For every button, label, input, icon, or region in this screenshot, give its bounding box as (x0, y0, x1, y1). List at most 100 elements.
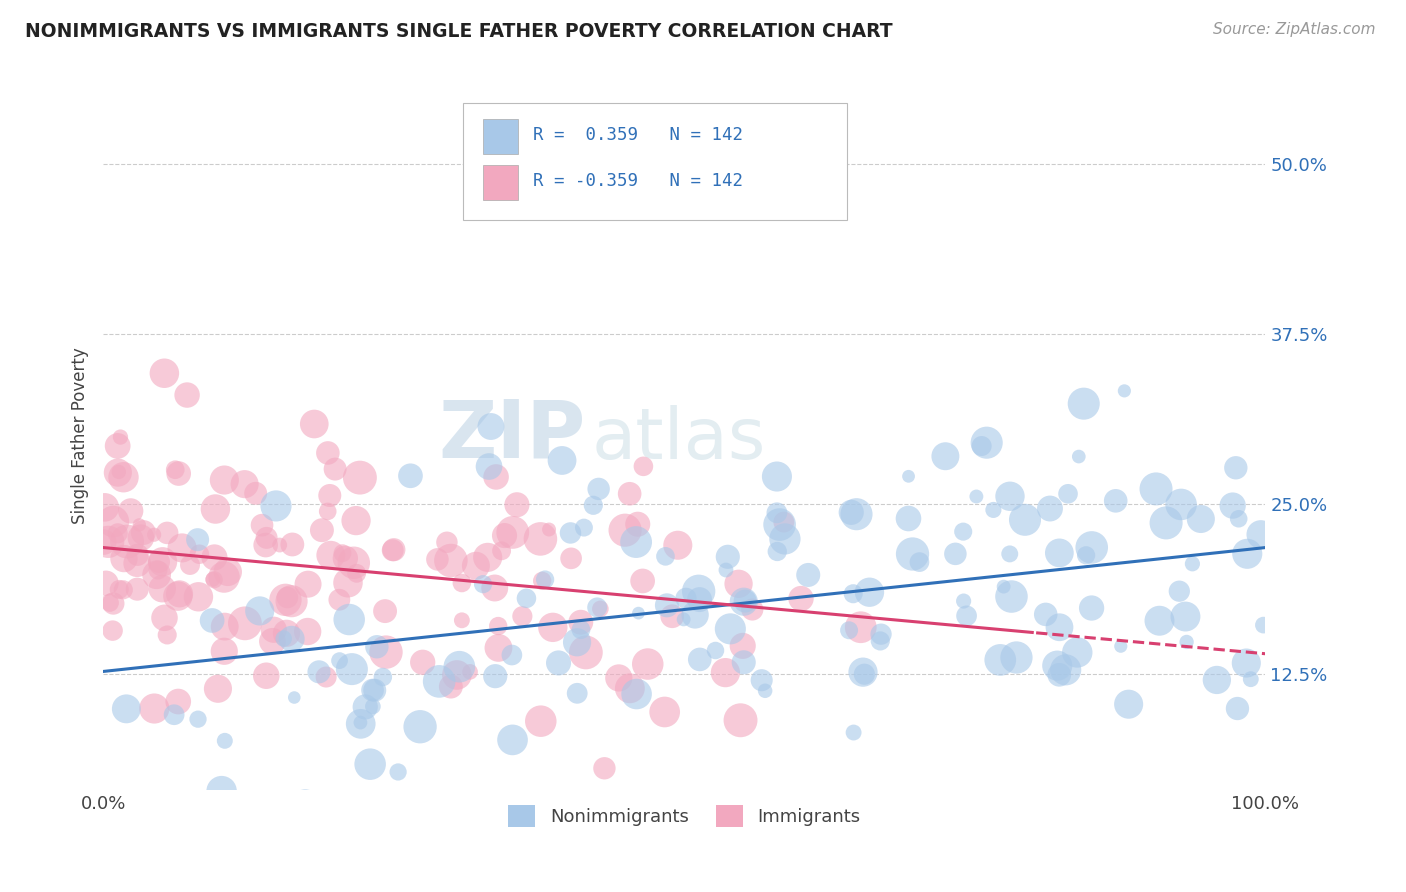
Point (233, 477, 256, 491)
Point (731, 639, 754, 653)
Point (214, 619, 236, 633)
Point (1067, 450, 1090, 464)
Point (849, 620, 872, 634)
Text: NONIMMIGRANTS VS IMMIGRANTS SINGLE FATHER POVERTY CORRELATION CHART: NONIMMIGRANTS VS IMMIGRANTS SINGLE FATHE… (25, 22, 893, 41)
Point (773, 532, 796, 546)
Point (273, 632, 295, 646)
Point (112, 470, 135, 484)
Point (201, 573, 224, 587)
Point (727, 576, 749, 591)
Point (1118, 697, 1140, 711)
Point (751, 673, 773, 688)
Point (1189, 512, 1212, 526)
Point (366, 640, 388, 654)
Point (202, 573, 225, 587)
Point (349, 470, 371, 484)
Point (165, 463, 187, 477)
Point (1253, 618, 1275, 632)
Point (560, 525, 582, 540)
Point (214, 473, 236, 487)
Point (934, 449, 956, 463)
Point (337, 575, 360, 590)
Text: ZIP: ZIP (439, 397, 585, 475)
Point (797, 568, 820, 582)
Point (531, 574, 554, 588)
Point (624, 535, 647, 549)
Point (280, 632, 302, 646)
Point (993, 580, 1015, 594)
Legend: Nonimmigrants, Immigrants: Nonimmigrants, Immigrants (501, 797, 868, 834)
Point (965, 490, 987, 504)
Point (371, 670, 394, 684)
Point (654, 705, 676, 719)
Point (637, 657, 659, 671)
Point (319, 548, 342, 562)
Point (619, 487, 641, 501)
Point (530, 714, 553, 728)
Point (1054, 663, 1077, 677)
Point (204, 502, 226, 516)
Point (945, 547, 967, 561)
Point (494, 528, 516, 542)
Point (254, 669, 277, 683)
Point (858, 585, 880, 599)
Point (337, 613, 360, 627)
Point (316, 446, 339, 460)
Point (264, 499, 287, 513)
Point (1170, 498, 1192, 512)
Point (214, 644, 236, 658)
Point (506, 498, 529, 512)
Point (283, 690, 305, 705)
Point (515, 591, 537, 606)
Point (458, 665, 481, 679)
Point (1222, 499, 1244, 513)
Point (294, 797, 316, 811)
Point (627, 606, 650, 620)
Point (484, 669, 506, 683)
Point (766, 544, 789, 558)
Point (790, 591, 813, 606)
Point (897, 511, 920, 525)
Point (1047, 546, 1070, 560)
Point (838, 624, 860, 638)
Point (1227, 512, 1250, 526)
Point (201, 614, 224, 628)
Point (169, 587, 191, 601)
Point (143, 527, 166, 541)
Point (359, 757, 381, 772)
Point (1109, 639, 1132, 653)
Point (399, 468, 422, 483)
Point (502, 525, 524, 540)
Point (332, 546, 354, 560)
Point (661, 609, 683, 624)
Point (1205, 673, 1227, 687)
Point (565, 635, 588, 649)
Point (436, 535, 458, 549)
Point (115, 534, 138, 549)
Point (842, 725, 865, 739)
Point (1114, 384, 1136, 398)
Point (733, 595, 755, 609)
Point (245, 486, 267, 500)
Point (120, 504, 142, 518)
Point (766, 469, 789, 483)
Point (167, 694, 190, 708)
Point (167, 589, 190, 603)
Point (633, 459, 655, 474)
Point (382, 542, 405, 557)
Point (187, 712, 209, 726)
Point (655, 599, 678, 613)
Point (1039, 501, 1062, 516)
Point (1175, 635, 1198, 649)
Point (1014, 513, 1036, 527)
Point (1236, 547, 1258, 561)
Point (350, 716, 373, 731)
Point (976, 435, 998, 450)
Point (127, 548, 149, 562)
Point (970, 439, 993, 453)
Point (766, 506, 789, 520)
Point (276, 626, 298, 640)
Point (129, 531, 152, 545)
Point (464, 558, 486, 573)
Point (714, 665, 737, 680)
